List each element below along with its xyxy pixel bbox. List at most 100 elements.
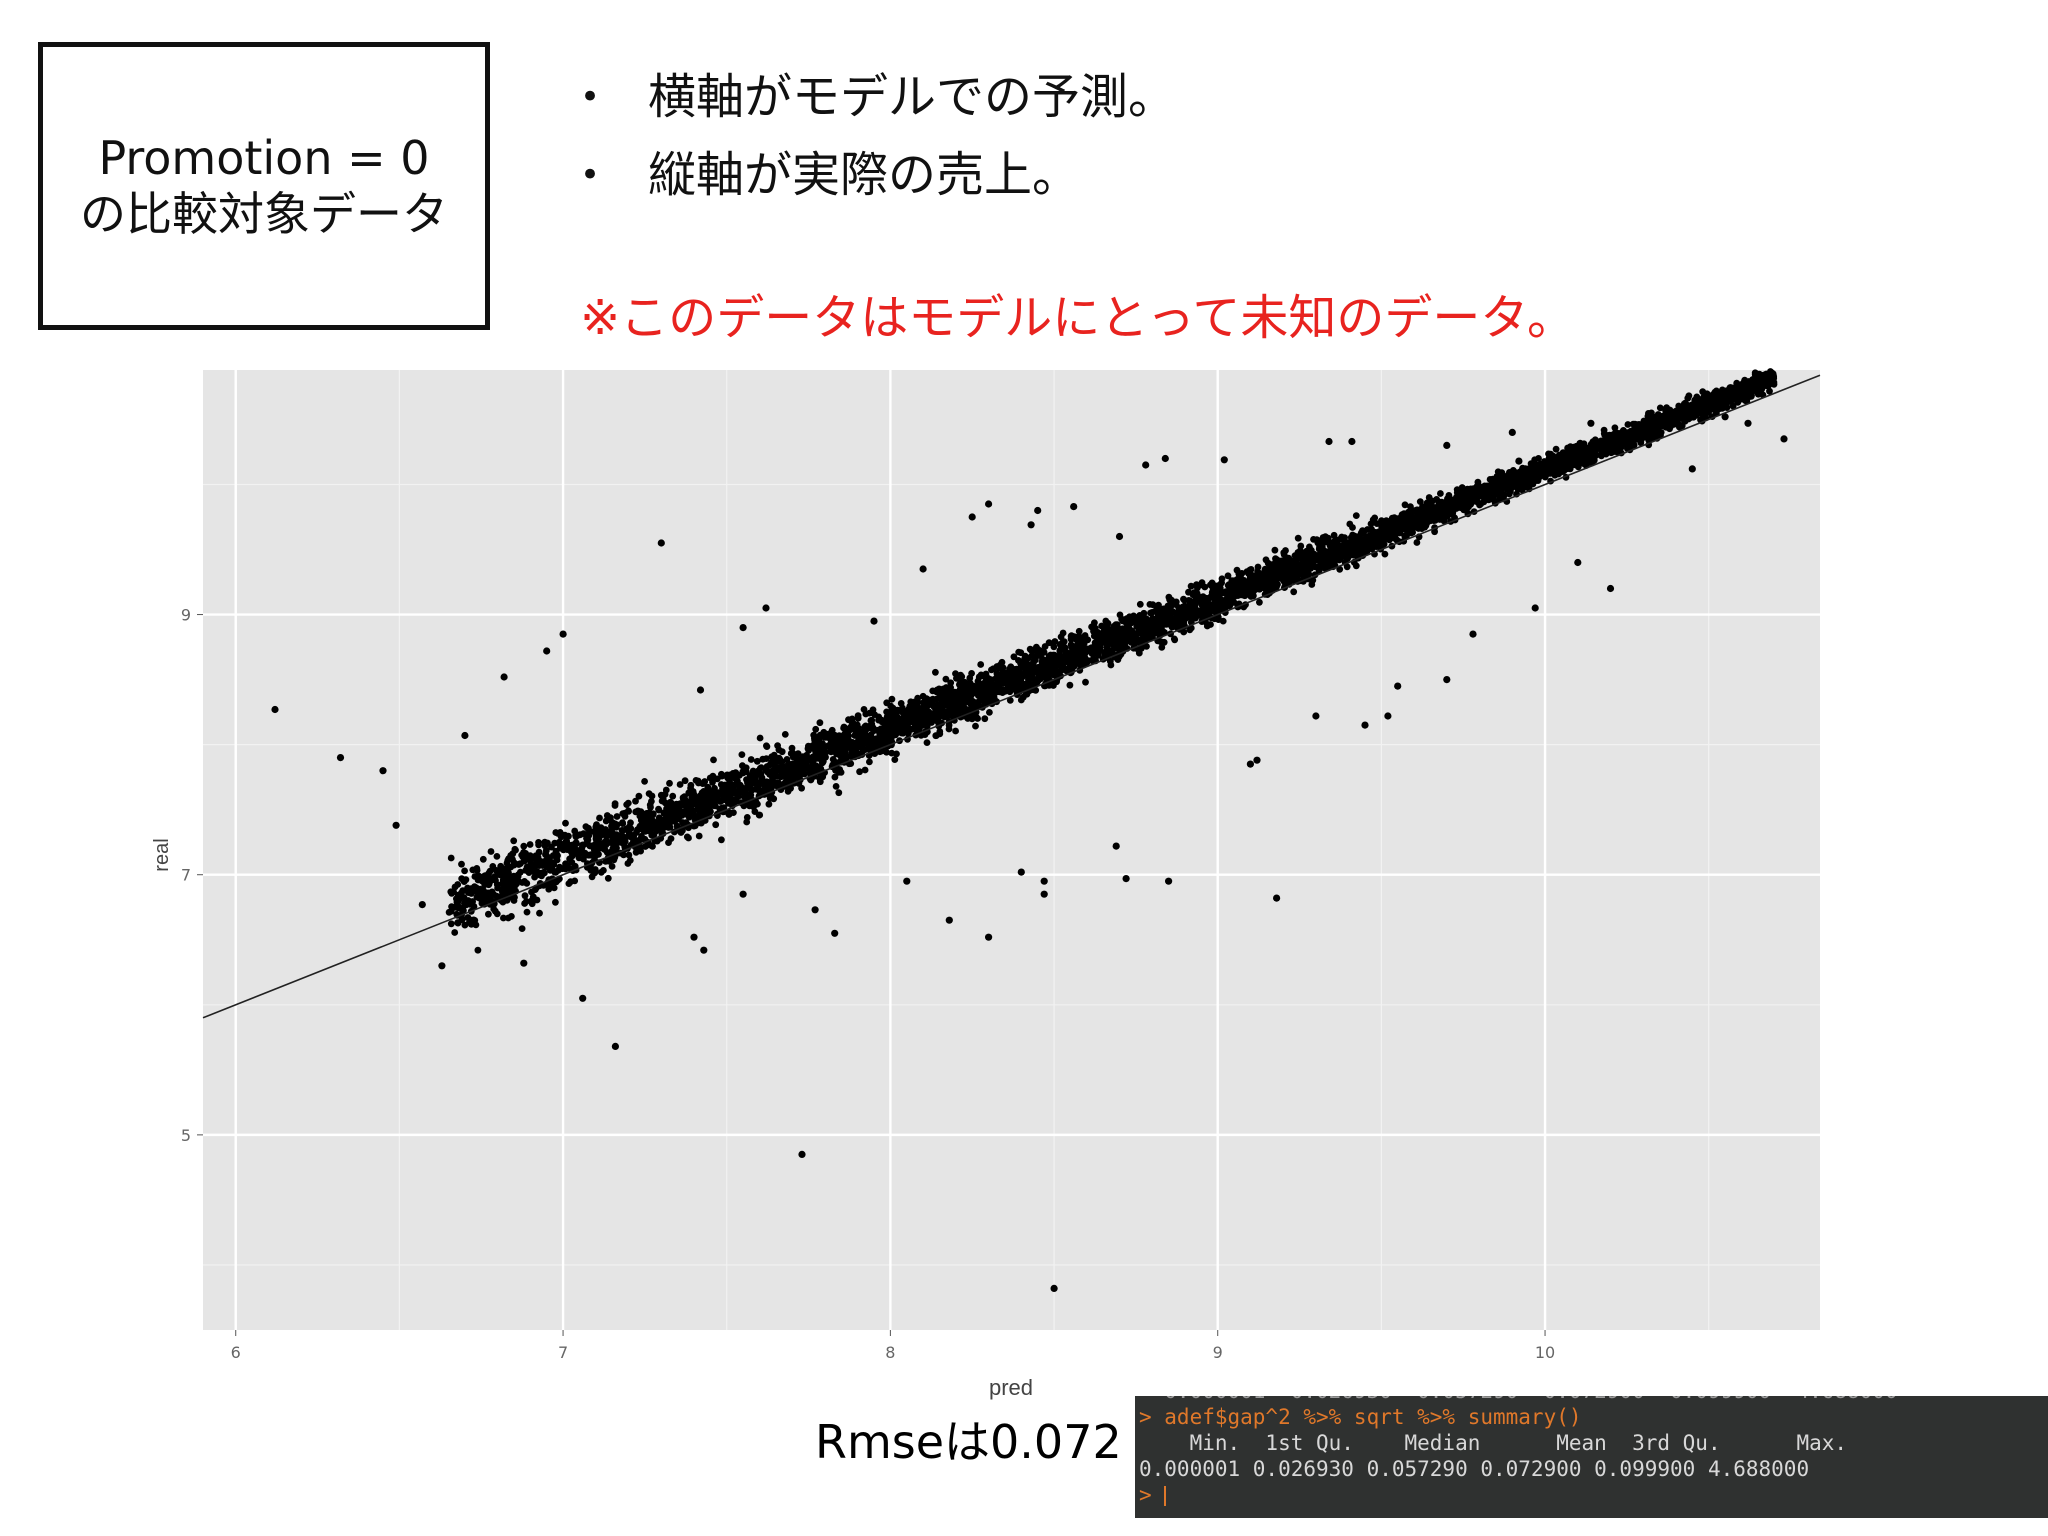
data-point: [481, 872, 489, 879]
data-point: [876, 730, 884, 738]
data-point: [1274, 575, 1282, 582]
data-point: [515, 861, 523, 868]
data-point: [648, 831, 656, 839]
data-point: [521, 892, 529, 900]
data-point: [753, 800, 761, 807]
data-point: [730, 809, 737, 816]
data-point: [1033, 668, 1040, 676]
data-point: [964, 685, 972, 693]
data-point: [1434, 509, 1442, 517]
data-point: [550, 884, 558, 892]
data-point: [447, 920, 455, 928]
data-point: [1297, 542, 1305, 550]
data-point: [861, 766, 869, 774]
data-point: [474, 946, 482, 954]
data-point: [1017, 660, 1024, 667]
data-point: [1339, 541, 1347, 549]
data-point: [1272, 555, 1279, 563]
data-point: [1149, 601, 1157, 609]
data-point: [1375, 528, 1383, 535]
data-point: [551, 839, 559, 847]
data-point: [1381, 550, 1389, 558]
data-point: [641, 827, 649, 835]
data-point: [854, 744, 861, 751]
data-point: [1624, 421, 1632, 428]
data-point: [532, 860, 540, 868]
data-point: [1516, 479, 1523, 487]
data-point: [480, 887, 487, 894]
data-point: [1437, 490, 1444, 497]
data-point: [493, 881, 501, 888]
data-point: [998, 676, 1006, 684]
data-point: [831, 773, 839, 781]
data-point: [845, 737, 853, 745]
data-point: [755, 811, 763, 819]
data-point: [528, 900, 536, 908]
data-point: [1393, 536, 1400, 544]
data-point: [1337, 550, 1345, 558]
data-point: [870, 735, 878, 743]
data-point: [1256, 598, 1263, 606]
data-point: [947, 684, 954, 691]
data-point: [1006, 697, 1014, 704]
data-point: [1611, 424, 1619, 432]
data-point: [1107, 661, 1115, 669]
title-box: Promotion = 0 の比較対象データ: [38, 42, 490, 330]
data-point: [1303, 551, 1310, 558]
data-point: [625, 851, 633, 859]
data-point: [1343, 563, 1351, 571]
data-point: [1700, 413, 1708, 421]
data-point: [919, 692, 927, 700]
data-point: [1021, 652, 1029, 660]
data-point: [1160, 638, 1168, 646]
data-point: [1166, 596, 1174, 604]
data-point: [783, 756, 791, 763]
data-point: [784, 788, 792, 795]
data-point: [643, 816, 651, 824]
data-point: [1280, 549, 1288, 557]
data-point: [602, 826, 609, 833]
data-point: [1146, 629, 1154, 636]
data-point: [1729, 402, 1737, 410]
data-point: [917, 710, 925, 718]
data-point: [1311, 554, 1319, 562]
data-point: [1559, 453, 1567, 461]
data-point: [1766, 387, 1773, 395]
data-point: [1736, 387, 1744, 395]
data-point: [1306, 543, 1313, 551]
data-point: [694, 777, 702, 785]
data-point: [1010, 653, 1018, 661]
data-point: [1136, 612, 1144, 619]
data-point: [1318, 547, 1326, 554]
data-point: [608, 822, 615, 830]
data-point: [963, 692, 971, 700]
data-point: [798, 784, 805, 792]
data-point: [716, 790, 724, 798]
data-point: [1091, 619, 1098, 627]
data-point: [944, 702, 952, 710]
data-point: [1092, 646, 1100, 654]
data-point: [820, 728, 828, 736]
data-point: [999, 686, 1006, 694]
data-point: [641, 778, 648, 785]
data-point: [987, 685, 994, 693]
data-point: [851, 722, 859, 730]
data-point: [451, 903, 458, 911]
bullet-text-x-axis: 横軸がモデルでの予測。: [648, 69, 1177, 125]
data-point: [712, 821, 720, 829]
data-point: [604, 874, 612, 882]
data-point: [632, 797, 639, 805]
data-point: [1554, 457, 1562, 465]
data-point: [458, 892, 465, 900]
data-point: [1148, 609, 1156, 616]
data-point: [798, 761, 805, 768]
data-point: [637, 810, 645, 817]
data-point: [523, 908, 531, 916]
data-point: [605, 857, 613, 865]
data-point: [1072, 635, 1080, 643]
grid-lines: [203, 370, 1820, 1330]
data-point: [627, 819, 634, 827]
data-point: [471, 883, 478, 890]
bullet-item: • 縦軸が実際の売上。: [580, 136, 1176, 214]
data-point: [458, 905, 466, 913]
